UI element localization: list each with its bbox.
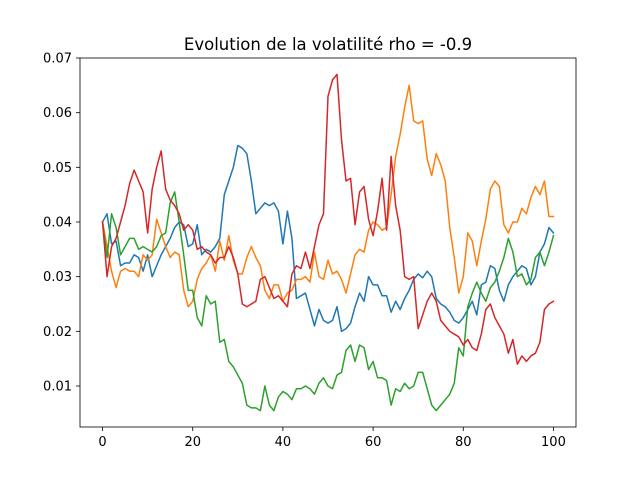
x-tick-label: 100 [541,435,566,450]
x-tick-label: 60 [365,435,382,450]
x-tick-label: 80 [455,435,472,450]
chart-title: Evolution de la volatilité rho = -0.9 [184,35,472,54]
y-tick-label: 0.02 [43,325,72,340]
x-tick-label: 0 [98,435,106,450]
y-tick-label: 0.05 [43,161,72,176]
y-tick-label: 0.07 [43,52,72,67]
y-tick-label: 0.04 [43,216,72,231]
plot-frame [79,57,577,428]
x-tick-label: 40 [275,435,292,450]
y-tick-label: 0.06 [43,106,72,121]
x-tick-label: 20 [184,435,201,450]
axes-layer: 0 20 40 60 80 100 0.01 0.02 0.03 0.04 0.05 0.06 0.07 [43,52,577,450]
series-line-1 [101,144,555,333]
series-layer [101,73,555,412]
series-line-4 [101,73,555,365]
y-tick-label: 0.01 [43,380,72,395]
series-line-2 [101,84,555,308]
y-tick-label: 0.03 [43,270,72,285]
